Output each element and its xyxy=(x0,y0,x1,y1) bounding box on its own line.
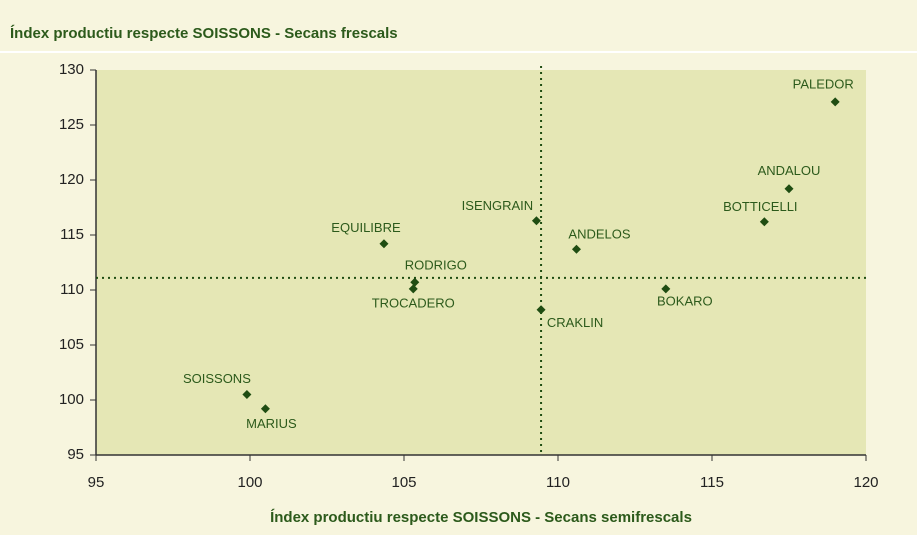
point-label: RODRIGO xyxy=(405,258,467,273)
point xyxy=(830,97,840,107)
point-label: BOTTICELLI xyxy=(723,199,797,214)
y-tick-label: 125 xyxy=(59,116,84,133)
x-tick-label: 120 xyxy=(853,474,878,491)
y-tick-label: 105 xyxy=(59,336,84,353)
point-label: PALEDOR xyxy=(793,76,854,91)
point-label: BOKARO xyxy=(657,293,713,308)
point xyxy=(661,284,671,294)
y-tick-label: 120 xyxy=(59,171,84,188)
point xyxy=(536,305,546,315)
x-tick-label: 110 xyxy=(546,474,570,491)
x-axis-label: Índex productiu respecte SOISSONS - Seca… xyxy=(270,509,692,526)
point-label: MARIUS xyxy=(246,416,297,431)
point xyxy=(379,239,389,249)
x-tick-label: 115 xyxy=(700,474,724,491)
point-label: ISENGRAIN xyxy=(462,198,534,213)
point xyxy=(531,216,541,226)
plot-area xyxy=(96,70,866,455)
x-tick-label: 105 xyxy=(391,474,416,491)
point-label: ANDALOU xyxy=(758,163,821,178)
point xyxy=(410,277,420,287)
point-label: ANDELOS xyxy=(568,227,630,242)
point-label: CRAKLIN xyxy=(547,315,603,330)
point xyxy=(408,284,418,294)
y-tick-label: 130 xyxy=(59,61,84,78)
point xyxy=(571,244,581,254)
point xyxy=(242,390,252,399)
point xyxy=(784,184,794,194)
point xyxy=(260,404,270,414)
y-tick-label: 115 xyxy=(60,226,84,243)
chart-title: Índex productiu respecte SOISSONS - Seca… xyxy=(10,25,398,42)
y-tick-label: 95 xyxy=(67,446,84,463)
y-tick-label: 110 xyxy=(60,281,84,298)
y-tick-label: 100 xyxy=(59,391,84,408)
point-label: SOISSONS xyxy=(183,371,251,386)
point xyxy=(759,217,769,227)
point-label: EQUILIBRE xyxy=(331,220,401,235)
point-label: TROCADERO xyxy=(372,295,455,310)
x-tick-label: 95 xyxy=(88,474,105,491)
x-tick-label: 100 xyxy=(237,474,262,491)
